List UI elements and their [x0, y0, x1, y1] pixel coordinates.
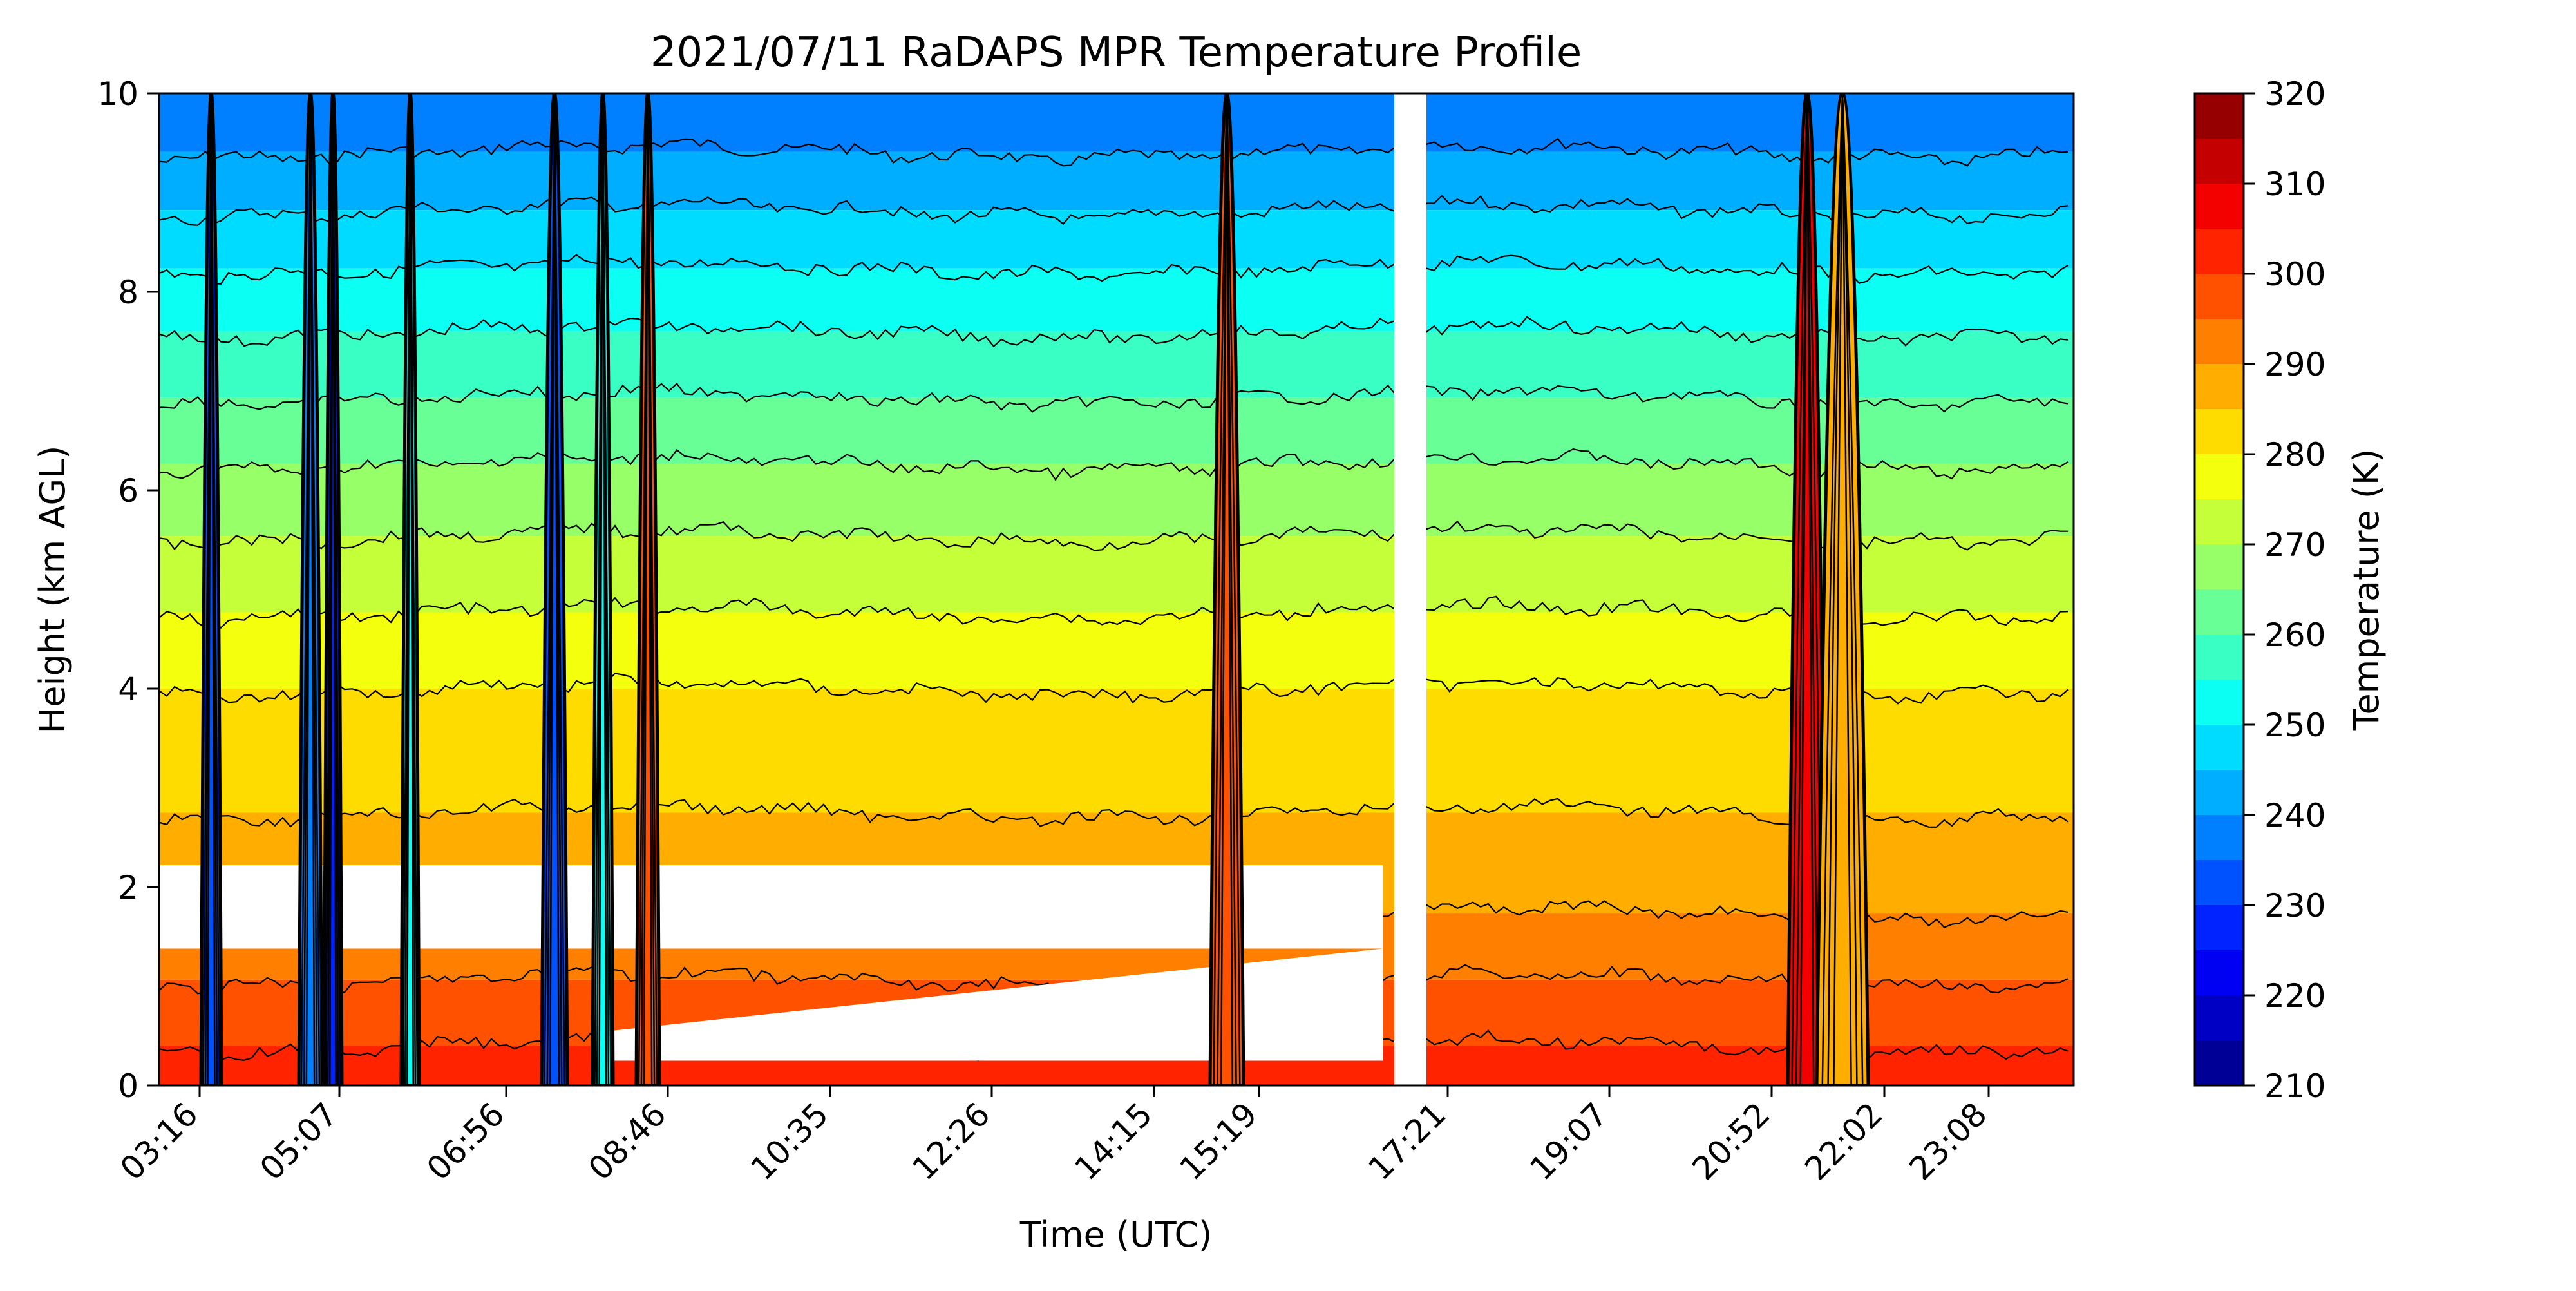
colorbar-segment	[2195, 950, 2244, 995]
colorbar-tick-label: 270	[2264, 526, 2325, 564]
colorbar-segment	[2195, 499, 2244, 544]
colorbar: 210 220 230 240 250 260 270 280 290 300 310 320	[2193, 75, 2325, 1105]
chart-title: 2021/07/11 RaDAPS MPR Temperature Profil…	[650, 29, 1582, 77]
temperature-band	[159, 612, 2074, 689]
colorbar-segment	[2195, 229, 2244, 274]
missing-layer	[159, 865, 1383, 949]
contour-line	[159, 595, 2069, 629]
y-tick-label: 0	[118, 1067, 138, 1105]
colorbar-tick-label: 290	[2264, 346, 2325, 383]
x-tick-label: 22:02	[1798, 1095, 1890, 1187]
contour-line	[159, 520, 2068, 551]
x-tick-label: 03:16	[113, 1095, 205, 1187]
cold-spike-column	[634, 93, 661, 1085]
data-gap	[1394, 93, 1426, 1085]
temperature-band	[159, 268, 2074, 332]
x-tick-label: 19:07	[1523, 1095, 1615, 1187]
contour-line	[159, 381, 2069, 413]
x-tick-label: 20:52	[1685, 1095, 1777, 1187]
contour-line	[159, 798, 2069, 828]
missing-wedge	[610, 948, 1383, 1061]
x-tick-label: 17:21	[1361, 1095, 1454, 1187]
colorbar-tick-label: 220	[2264, 977, 2325, 1015]
colorbar-segment	[2195, 589, 2244, 635]
colorbar-segment	[2195, 860, 2244, 905]
contour-line	[159, 137, 2069, 167]
y-tick-label: 4	[118, 671, 138, 708]
colorbar-segment	[2195, 319, 2244, 364]
x-tick-label: 10:35	[744, 1095, 836, 1187]
x-axis: 03:16 05:07 06:56 08:46 10:35 12:26 14:15 15:19…	[113, 1085, 1994, 1187]
x-tick-label: 15:19	[1173, 1095, 1265, 1187]
x-tick-label: 12:26	[905, 1095, 998, 1187]
colorbar-segment	[2195, 680, 2244, 725]
temperature-band	[159, 463, 2074, 537]
contour-line	[159, 316, 2069, 348]
warm-spike-column	[1815, 93, 1870, 1085]
colorbar-tick-label: 320	[2264, 75, 2325, 113]
colorbar-tick-label: 280	[2264, 436, 2325, 473]
x-tick-label: 23:08	[1902, 1095, 1994, 1187]
y-tick-label: 6	[118, 472, 138, 510]
cold-spike-column	[399, 93, 421, 1085]
y-tick-label: 2	[118, 869, 138, 906]
cold-spike-column	[199, 93, 223, 1085]
y-axis-label: Height (km AGL)	[32, 446, 73, 734]
colorbar-tick-label: 230	[2264, 887, 2325, 924]
colorbar-segment	[2195, 770, 2244, 815]
colorbar-segment	[2195, 1040, 2244, 1085]
y-tick-label: 8	[118, 274, 138, 311]
x-tick-label: 06:56	[420, 1095, 512, 1187]
colorbar-segment	[2195, 409, 2244, 454]
colorbar-segment	[2195, 815, 2244, 860]
colorbar-segment	[2195, 905, 2244, 950]
x-axis-label: Time (UTC)	[1019, 1214, 1213, 1255]
temperature-band	[159, 689, 2074, 813]
plot-frame	[158, 92, 2075, 1087]
y-axis: 0 2 4 6 8 10	[97, 75, 159, 1105]
colorbar-segment	[2195, 184, 2244, 229]
colorbar-segment	[2195, 364, 2244, 409]
temperature-band	[159, 210, 2074, 269]
colorbar-segment	[2195, 635, 2244, 680]
colorbar-tick-label: 210	[2264, 1067, 2325, 1105]
colorbar-tick-label: 250	[2264, 707, 2325, 744]
cold-spike-column	[540, 93, 569, 1085]
colorbar-label: Temperature (K)	[2346, 449, 2387, 731]
y-tick-label: 10	[97, 75, 138, 113]
colorbar-segment	[2195, 995, 2244, 1040]
temperature-band	[159, 397, 2074, 464]
colorbar-segment	[2195, 93, 2244, 139]
x-tick-label: 05:07	[253, 1095, 345, 1187]
colorbar-tick-label: 260	[2264, 617, 2325, 654]
colorbar-tick-label: 240	[2264, 797, 2325, 834]
contour-line	[159, 448, 2069, 481]
cold-spike-column	[322, 93, 344, 1085]
x-tick-label: 14:15	[1068, 1095, 1160, 1187]
colorbar-segment	[2195, 454, 2244, 499]
colorbar-segment	[2195, 725, 2244, 770]
colorbar-segment	[2195, 274, 2244, 319]
colorbar-frame	[2193, 92, 2245, 1087]
temperature-band	[159, 151, 2074, 211]
contour-line	[159, 254, 2069, 285]
colorbar-tick-label: 310	[2264, 166, 2325, 203]
contour-line	[159, 195, 2069, 227]
colorbar-segment	[2195, 139, 2244, 184]
temperature-band	[159, 331, 2074, 398]
x-tick-label: 08:46	[582, 1095, 674, 1187]
contour-line	[159, 673, 2069, 705]
colorbar-tick-label: 300	[2264, 256, 2325, 293]
colorbar-segment	[2195, 544, 2244, 589]
temperature-band	[159, 93, 2074, 152]
